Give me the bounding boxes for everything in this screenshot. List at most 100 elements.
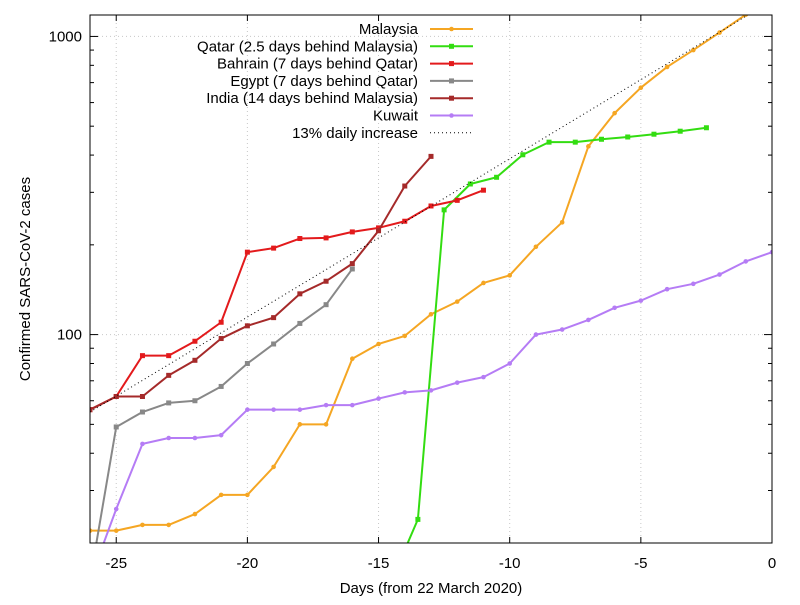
- data-point: [415, 516, 421, 522]
- data-point: [376, 225, 382, 231]
- data-point: [494, 174, 500, 180]
- x-tick-label: -25: [105, 555, 127, 572]
- legend-label: 13% daily increase: [292, 125, 418, 142]
- series-layer: [88, 15, 772, 583]
- legend-label: Malaysia: [359, 21, 419, 38]
- data-point: [481, 280, 486, 286]
- data-point: [612, 110, 617, 116]
- x-tick-label: 0: [768, 555, 776, 572]
- data-point: [218, 432, 224, 438]
- data-point: [245, 492, 250, 498]
- y-tick-label: 100: [57, 327, 82, 344]
- series-line-bahrain-7-days-behind-qatar: [90, 189, 484, 411]
- data-point: [454, 197, 460, 203]
- data-point: [441, 207, 447, 213]
- data-point: [546, 139, 552, 145]
- legend-item-india-14-days-behind-malaysia: India (14 days behind Malaysia): [206, 90, 473, 107]
- data-point: [402, 333, 408, 339]
- series-india-14-days-behind-malaysia: [90, 153, 434, 413]
- series-line-india-14-days-behind-malaysia: [90, 155, 432, 411]
- data-point: [638, 298, 644, 303]
- data-point: [533, 244, 539, 250]
- data-point: [507, 273, 512, 278]
- data-point: [743, 259, 749, 264]
- x-tick-label: -15: [368, 555, 390, 572]
- data-point: [612, 305, 617, 311]
- data-point: [166, 522, 171, 528]
- data-point: [113, 528, 119, 533]
- data-point: [297, 291, 303, 297]
- legend-item-malaysia: Malaysia: [359, 21, 473, 38]
- data-point: [218, 492, 224, 498]
- data-point: [586, 144, 591, 149]
- data-point: [769, 249, 772, 255]
- data-point: [625, 134, 631, 140]
- data-point: [376, 396, 381, 401]
- data-point: [139, 409, 145, 415]
- data-point: [166, 435, 171, 441]
- legend-marker: [449, 43, 454, 49]
- data-point: [166, 353, 172, 359]
- data-point: [703, 125, 709, 131]
- data-point: [350, 356, 355, 362]
- series-13-daily-increase: [90, 15, 749, 413]
- series-kuwait: [88, 249, 772, 583]
- data-point: [559, 220, 565, 225]
- data-point: [428, 153, 434, 159]
- data-point: [454, 299, 460, 304]
- data-point: [349, 229, 355, 235]
- legend-item-kuwait: Kuwait: [373, 108, 473, 125]
- data-point: [88, 578, 93, 583]
- data-point: [323, 422, 329, 427]
- data-point: [349, 261, 355, 267]
- series-line-qatar-2-5-days-behind-malaysia: [406, 126, 707, 543]
- data-point: [717, 272, 722, 277]
- data-point: [244, 323, 250, 329]
- data-point: [572, 139, 578, 145]
- legend-label: Qatar (2.5 days behind Malaysia): [197, 38, 418, 55]
- data-point: [88, 578, 93, 583]
- data-point: [166, 372, 172, 378]
- legend-label: Egypt (7 days behind Qatar): [230, 73, 418, 90]
- data-point: [297, 422, 303, 427]
- series-line-13-daily-increase: [90, 15, 749, 413]
- data-point: [717, 30, 722, 35]
- data-point: [271, 245, 277, 251]
- legend-item-13-daily-increase: 13% daily increase: [292, 125, 473, 142]
- data-point: [454, 380, 460, 385]
- data-point: [402, 183, 408, 189]
- legend-label: India (14 days behind Malaysia): [206, 90, 418, 107]
- x-tick-label: -20: [237, 555, 259, 572]
- data-point: [113, 506, 119, 512]
- x-tick-label: -10: [499, 555, 521, 572]
- axis-layer: -25 -20 -15 -10 -5 0 100 1000: [49, 15, 776, 572]
- series-line-malaysia: [90, 15, 747, 532]
- data-point: [691, 47, 696, 53]
- data-point: [677, 128, 683, 134]
- legend-label: Kuwait: [373, 108, 419, 125]
- data-point: [297, 320, 303, 326]
- data-point: [297, 407, 303, 412]
- data-point: [520, 152, 526, 158]
- data-point: [376, 228, 382, 234]
- data-point: [376, 341, 381, 347]
- data-point: [140, 441, 145, 447]
- x-axis-label: Days (from 22 March 2020): [340, 580, 523, 597]
- legend-item-egypt-7-days-behind-qatar: Egypt (7 days behind Qatar): [230, 73, 473, 90]
- data-point: [139, 353, 145, 359]
- y-tick-label: 1000: [49, 28, 82, 45]
- data-point: [481, 374, 486, 380]
- data-point: [297, 236, 303, 242]
- series-qatar-2-5-days-behind-malaysia: [406, 125, 709, 543]
- data-point: [467, 181, 473, 187]
- data-point: [140, 522, 145, 528]
- data-point: [192, 435, 198, 441]
- data-point: [664, 286, 670, 292]
- data-point: [139, 393, 145, 399]
- data-point: [90, 407, 93, 413]
- legend-item-qatar-2-5-days-behind-malaysia: Qatar (2.5 days behind Malaysia): [197, 38, 473, 55]
- data-point: [638, 85, 644, 91]
- data-point: [113, 393, 119, 399]
